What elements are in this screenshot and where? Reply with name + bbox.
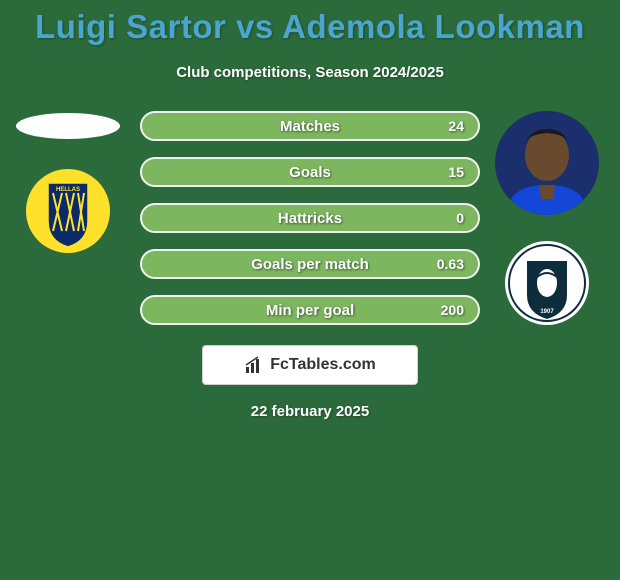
stats-area: HELLAS VERONA Matches 24 Goals 15 Hattri… (0, 111, 620, 341)
stat-value-right: 0.63 (437, 256, 464, 272)
svg-text:HELLAS: HELLAS (56, 187, 80, 193)
stat-row-matches: Matches 24 (140, 111, 480, 141)
left-column: HELLAS VERONA (8, 111, 128, 253)
stat-value-right: 15 (448, 164, 464, 180)
stat-row-goals: Goals 15 (140, 157, 480, 187)
stat-label: Goals (289, 164, 331, 181)
stat-value-right: 200 (441, 302, 464, 318)
date-line: 22 february 2025 (0, 403, 620, 420)
svg-text:1907: 1907 (540, 309, 554, 315)
comparison-card: Luigi Sartor vs Ademola Lookman Club com… (0, 0, 620, 580)
source-logo-text: FcTables.com (270, 356, 376, 374)
chart-icon (244, 355, 264, 375)
player-avatar-icon (495, 111, 599, 215)
atalanta-crest-icon: 1907 (505, 241, 589, 325)
player-left-avatar-placeholder (16, 113, 120, 139)
hellas-verona-crest-icon: HELLAS VERONA (26, 169, 110, 253)
svg-text:VERONA: VERONA (57, 237, 79, 243)
stat-value-right: 0 (456, 210, 464, 226)
club-right-crest: 1907 (505, 241, 589, 325)
stat-label: Goals per match (251, 256, 369, 273)
subtitle: Club competitions, Season 2024/2025 (0, 64, 620, 81)
page-title: Luigi Sartor vs Ademola Lookman (0, 0, 620, 46)
stat-label: Min per goal (266, 302, 354, 319)
stat-label: Matches (280, 118, 340, 135)
stat-row-hattricks: Hattricks 0 (140, 203, 480, 233)
club-left-crest: HELLAS VERONA (26, 169, 110, 253)
stat-bars: Matches 24 Goals 15 Hattricks 0 Goals pe… (140, 111, 480, 341)
stat-row-goals-per-match: Goals per match 0.63 (140, 249, 480, 279)
player-right-avatar (495, 111, 599, 215)
source-logo-box: FcTables.com (202, 345, 418, 385)
right-column: 1907 (492, 111, 602, 325)
stat-row-min-per-goal: Min per goal 200 (140, 295, 480, 325)
stat-value-right: 24 (448, 118, 464, 134)
stat-label: Hattricks (278, 210, 342, 227)
